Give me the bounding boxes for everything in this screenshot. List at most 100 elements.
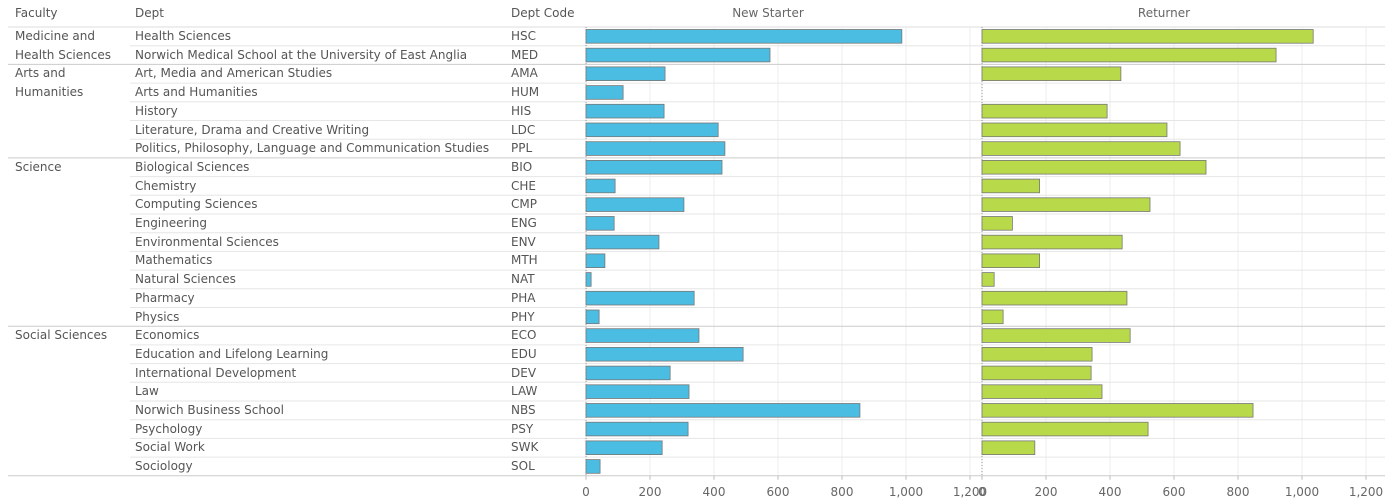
bar	[981, 440, 1036, 455]
bar	[585, 328, 700, 343]
bar	[981, 29, 1314, 44]
bar	[981, 178, 1040, 194]
column-header: Dept	[135, 6, 164, 20]
dept-label: Chemistry	[135, 178, 197, 193]
bar	[585, 346, 744, 362]
x-tick-label: 0	[582, 485, 590, 499]
dept-label: Norwich Medical School at the University…	[135, 47, 468, 62]
bar	[981, 216, 1013, 231]
x-tick-label: 1,000	[889, 485, 923, 499]
dept-label: Psychology	[135, 421, 203, 436]
dept-label: International Development	[135, 365, 297, 380]
dept-code: SWK	[511, 440, 539, 455]
dept-code: HUM	[511, 85, 540, 100]
dept-label: Norwich Business School	[135, 403, 284, 417]
dept-code: LAW	[511, 384, 538, 399]
x-tick-label: 1,200	[1349, 485, 1383, 499]
dept-label: Social Work	[135, 440, 205, 455]
bar	[585, 197, 685, 212]
dept-code: MED	[511, 47, 539, 62]
dept-label: History	[135, 103, 178, 118]
dept-label: Sociology	[135, 459, 193, 474]
bar	[981, 272, 995, 287]
bar	[585, 403, 861, 418]
bar	[981, 141, 1181, 156]
bar	[981, 66, 1122, 82]
dept-label: Biological Sciences	[135, 159, 250, 174]
dept-label: Literature, Drama and Creative Writing	[135, 122, 370, 137]
faculty-label: Social Sciences	[15, 328, 108, 343]
column-header: Dept Code	[511, 6, 575, 20]
bar	[585, 440, 663, 455]
panel-title: New Starter	[732, 6, 804, 20]
faculty-label: Science	[15, 159, 62, 174]
dept-label: Environmental Sciences	[135, 234, 279, 249]
x-tick-label: 400	[1099, 485, 1122, 499]
bar	[585, 159, 723, 175]
bar	[585, 141, 726, 156]
bar	[981, 384, 1103, 399]
dept-code: NAT	[511, 272, 535, 287]
bar	[585, 365, 671, 381]
dept-code: SOL	[511, 459, 535, 474]
dept-code: CMP	[511, 197, 537, 212]
dept-code: BIO	[511, 159, 533, 174]
dept-code: LDC	[511, 122, 536, 137]
dept-label: Computing Sciences	[135, 197, 258, 212]
dept-code: NBS	[511, 403, 536, 417]
dept-code: PPL	[511, 141, 533, 156]
dept-code: MTH	[511, 253, 538, 268]
dept-label: Natural Sciences	[135, 272, 236, 287]
x-tick-label: 200	[1035, 485, 1058, 499]
x-tick-label: 800	[831, 485, 854, 499]
dept-label: Pharmacy	[135, 290, 195, 305]
dept-code: HSC	[511, 29, 537, 43]
column-header: Faculty	[15, 6, 58, 20]
x-tick-label: 0	[978, 485, 986, 499]
dept-code: CHE	[511, 178, 536, 193]
panel-title: Returner	[1138, 6, 1190, 20]
dept-code: DEV	[511, 365, 537, 380]
dept-code: PHY	[511, 309, 535, 324]
bar	[585, 384, 690, 399]
dept-label: Art, Media and American Studies	[135, 66, 333, 81]
bar	[981, 403, 1254, 418]
bar	[585, 103, 665, 119]
dept-code: ENG	[511, 216, 537, 230]
bar	[981, 309, 1004, 325]
x-tick-label: 200	[639, 485, 662, 499]
bar	[585, 290, 695, 306]
x-tick-label: 600	[1163, 485, 1186, 499]
dept-label: Physics	[135, 309, 180, 324]
bar	[585, 234, 660, 250]
bar	[585, 29, 903, 44]
faculty-label: Medicine and Health Sciences	[15, 29, 111, 62]
bar	[585, 421, 689, 437]
dept-label: Mathematics	[135, 253, 213, 268]
dept-code: PHA	[511, 290, 536, 305]
bar	[981, 346, 1093, 362]
dept-label: Politics, Philosophy, Language and Commu…	[135, 141, 490, 156]
bar	[981, 197, 1151, 212]
bar	[585, 272, 592, 287]
bar	[585, 459, 601, 474]
bar	[981, 159, 1207, 175]
dept-code: ENV	[511, 234, 536, 249]
dept-code: ECO	[511, 328, 537, 343]
bar	[981, 103, 1108, 119]
dept-code: PSY	[511, 421, 534, 436]
bar	[585, 85, 624, 100]
bar	[585, 178, 616, 194]
bar	[585, 66, 666, 82]
x-tick-label: 1,000	[1285, 485, 1319, 499]
x-tick-label: 800	[1227, 485, 1250, 499]
dept-label: Economics	[135, 328, 200, 343]
x-tick-label: 600	[767, 485, 790, 499]
bar	[981, 421, 1149, 437]
dept-label: Health Sciences	[135, 29, 231, 43]
bar	[981, 234, 1123, 250]
dept-label: Education and Lifelong Learning	[135, 346, 329, 361]
dept-label: Arts and Humanities	[135, 85, 258, 100]
